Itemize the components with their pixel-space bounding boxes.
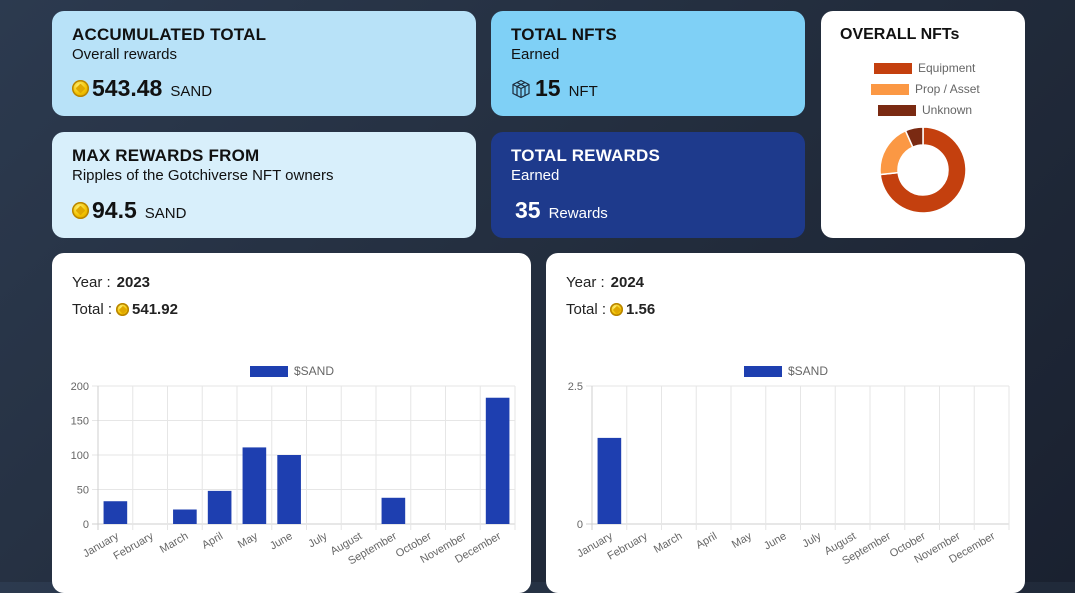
x-tick-label: July [800, 530, 823, 550]
sand-coin-icon [116, 303, 130, 316]
legend-label[interactable]: $SAND [788, 364, 828, 378]
y-tick-label: 200 [71, 381, 89, 393]
bar-may[interactable] [242, 447, 267, 524]
bar-june[interactable] [277, 455, 301, 524]
bar-january[interactable] [597, 437, 622, 524]
total-label: Total : [72, 301, 113, 318]
year-label: Year : [566, 274, 605, 291]
x-tick-label: February [111, 530, 156, 563]
chart-grid [586, 385, 1010, 530]
accumulated-total-unit: SAND [170, 83, 213, 100]
x-tick-label: April [200, 530, 225, 551]
cube-icon [511, 79, 531, 99]
x-tick-label: April [694, 530, 719, 551]
x-tick-label: May [730, 530, 754, 551]
max-rewards-value-row: 94.5 SAND [72, 197, 186, 224]
max-rewards-card: MAX REWARDS FROM Ripples of the Gotchive… [52, 132, 476, 238]
legend-label[interactable]: $SAND [294, 364, 334, 378]
sand-coin-icon [72, 202, 89, 219]
overall-nfts-card: OVERALL NFTs Equipment Prop / Asset Unkn… [821, 11, 1025, 238]
bar-march[interactable] [173, 509, 197, 524]
y-tick-label: 0 [83, 519, 89, 531]
x-tick-label: July [306, 530, 329, 550]
y-tick-label: 50 [77, 485, 89, 497]
sand-coin-icon [610, 303, 624, 316]
chart-legend: $SAND [744, 364, 828, 378]
total-rewards-value-row: 35 Rewards [515, 197, 608, 224]
legend-label-prop-asset[interactable]: Prop / Asset [915, 82, 980, 96]
donut-legend: Equipment Prop / Asset Unknown [871, 61, 980, 117]
donut-slice-equipment[interactable] [879, 126, 967, 214]
max-rewards-title: MAX REWARDS FROM [72, 146, 260, 165]
total-nfts-subtitle: Earned [511, 46, 560, 63]
year-2023-card: Year : 2023 Total : 541.92 $SAND 0 50 100 150… [52, 253, 531, 593]
x-tick-label: March [158, 530, 190, 556]
year-2024-card: Year :2024 Total : 1.56 $SAND 0 2.5 January… [546, 253, 1025, 593]
year-2023-header: Year : 2023 [72, 274, 150, 291]
bar-september[interactable] [381, 497, 406, 524]
overall-nfts-title: OVERALL NFTs [840, 26, 960, 43]
accumulated-total-card: ACCUMULATED TOTAL Overall rewards 543.48… [52, 11, 476, 116]
bar-january[interactable] [103, 501, 128, 524]
total-nfts-card: TOTAL NFTS Earned 15 NFT [491, 11, 805, 116]
max-rewards-unit: SAND [144, 205, 187, 222]
max-rewards-subtitle: Ripples of the Gotchiverse NFT owners [72, 167, 334, 184]
y-tick-label: 150 [71, 416, 89, 428]
accumulated-total-title: ACCUMULATED TOTAL [72, 25, 267, 44]
accumulated-total-value: 543.48 [92, 75, 163, 101]
chart-bars [103, 397, 510, 524]
year-2024-header: Year : 2024 [566, 274, 644, 291]
chart-bars [597, 437, 622, 524]
bar-december[interactable] [485, 397, 510, 524]
legend-label-unknown[interactable]: Unknown [922, 103, 972, 117]
y-tick-label: 100 [71, 450, 89, 462]
year-value: 2024 [610, 274, 645, 291]
total-rewards-unit: Rewards [548, 205, 608, 222]
legend-swatch-equipment[interactable] [874, 63, 912, 74]
sand-coin-icon [72, 80, 89, 97]
max-rewards-value: 94.5 [92, 197, 137, 223]
y-tick-label: 0 [577, 519, 583, 531]
total-rewards-card: TOTAL REWARDS Earned 35 Rewards [491, 132, 805, 238]
year-2024-total: Total : 1.56 [566, 301, 655, 318]
legend-swatch-prop-asset[interactable] [871, 84, 909, 95]
legend-swatch-unknown[interactable] [878, 105, 916, 116]
total-rewards-subtitle: Earned [511, 167, 560, 184]
chart-grid [92, 385, 516, 530]
y-tick-label: 2.5 [568, 381, 583, 393]
donut-slice-unknown[interactable] [904, 126, 924, 149]
total-value: 541.92 [132, 301, 178, 318]
bar-april[interactable] [207, 490, 232, 524]
legend-swatch[interactable] [250, 366, 288, 377]
x-tick-label: June [762, 530, 789, 552]
overall-nfts-donut-chart: Equipment Prop / Asset Unknown [871, 61, 980, 214]
year-value: 2023 [116, 274, 151, 291]
total-nfts-unit: NFT [568, 83, 598, 100]
legend-label-equipment[interactable]: Equipment [918, 61, 976, 75]
year-2023-total: Total : 541.92 [72, 301, 178, 318]
chart-legend: $SAND [250, 364, 334, 378]
accumulated-total-value-row: 543.48 SAND [72, 75, 212, 102]
total-value: 1.56 [626, 301, 656, 318]
total-rewards-value: 35 [515, 197, 541, 223]
total-nfts-value: 15 [535, 75, 561, 101]
x-tick-label: February [605, 530, 650, 563]
x-tick-label: May [236, 530, 260, 551]
year-label: Year : [72, 274, 111, 291]
total-nfts-value-row: 15 NFT [511, 75, 598, 102]
total-nfts-title: TOTAL NFTS [511, 25, 617, 44]
total-rewards-title: TOTAL REWARDS [511, 146, 660, 165]
accumulated-total-subtitle: Overall rewards [72, 46, 178, 63]
total-label: Total : [566, 301, 607, 318]
x-tick-label: March [652, 530, 684, 556]
x-tick-label: June [268, 530, 295, 552]
legend-swatch[interactable] [744, 366, 782, 377]
